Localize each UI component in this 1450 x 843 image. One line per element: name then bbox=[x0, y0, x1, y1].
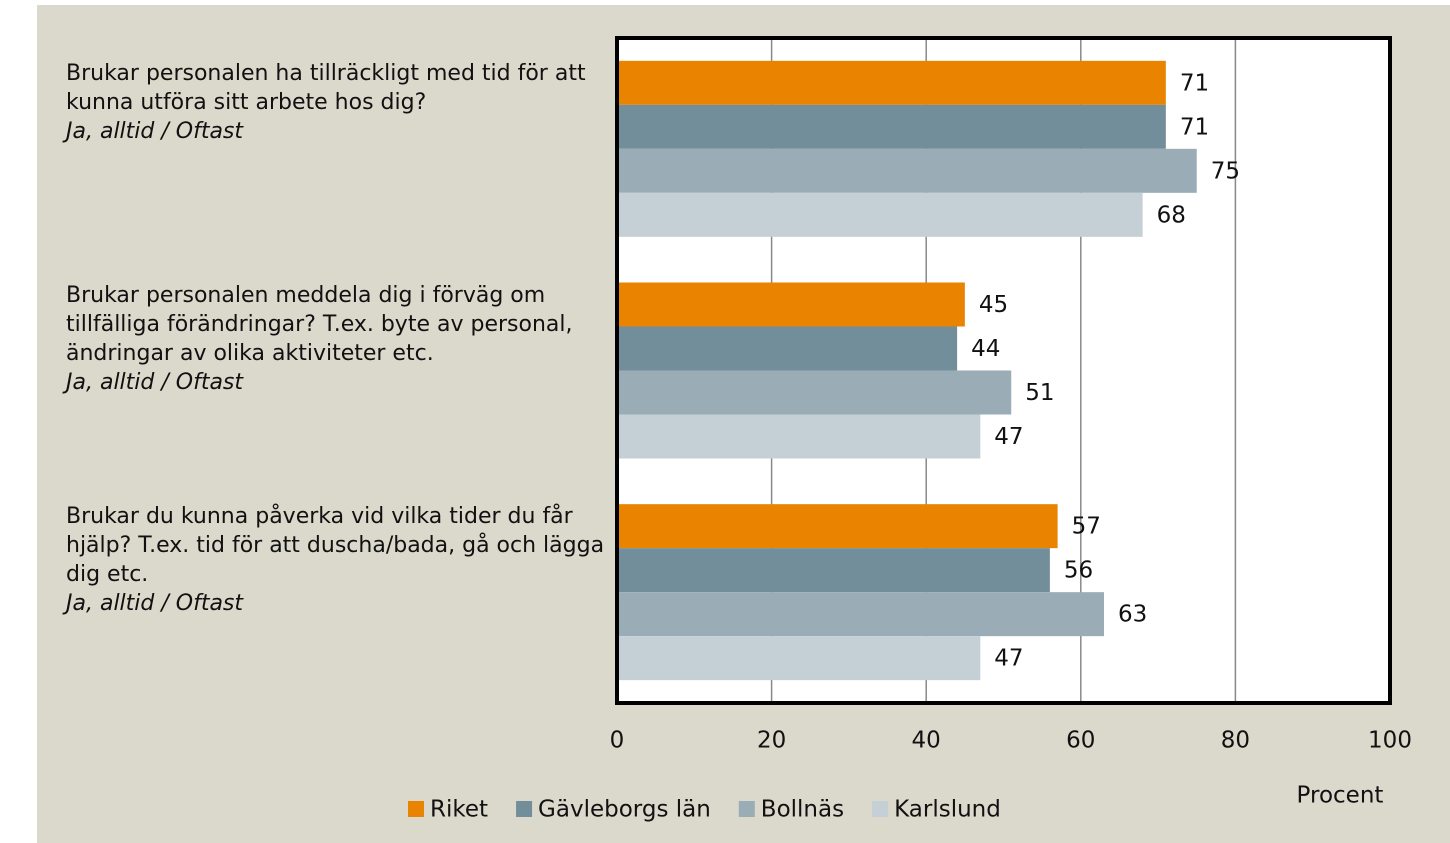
x-axis-label: Procent bbox=[1297, 783, 1384, 809]
bar bbox=[617, 370, 1012, 415]
value-label: 47 bbox=[994, 424, 1023, 450]
value-label: 47 bbox=[994, 646, 1023, 672]
x-tick-label: 100 bbox=[1368, 728, 1412, 754]
plot-frame bbox=[615, 36, 1392, 705]
legend-label: Riket bbox=[430, 797, 488, 823]
bar bbox=[617, 104, 1166, 149]
category-answer: Ja, alltid / Oftast bbox=[66, 369, 244, 395]
bar bbox=[617, 326, 958, 371]
value-label: 44 bbox=[971, 336, 1000, 362]
category-label: Brukar personalen ha tillräckligt med ti… bbox=[66, 59, 606, 146]
bar bbox=[617, 60, 1166, 105]
category-question: Brukar personalen ha tillräckligt med ti… bbox=[66, 60, 586, 115]
bar bbox=[617, 548, 1050, 593]
legend-label: Gävleborgs län bbox=[538, 797, 711, 823]
category-answer: Ja, alltid / Oftast bbox=[66, 591, 244, 617]
value-label: 45 bbox=[979, 292, 1008, 318]
bar bbox=[617, 282, 965, 327]
legend-swatch bbox=[872, 801, 889, 817]
value-label: 63 bbox=[1118, 602, 1147, 628]
value-label: 51 bbox=[1025, 380, 1054, 406]
legend-swatch bbox=[738, 801, 755, 817]
x-tick-label: 0 bbox=[610, 728, 625, 754]
category-label: Brukar personalen meddela dig i förväg o… bbox=[66, 281, 606, 397]
x-tick-label: 20 bbox=[757, 728, 786, 754]
bar bbox=[617, 192, 1143, 237]
value-label: 56 bbox=[1064, 558, 1093, 584]
bar bbox=[617, 414, 981, 459]
x-tick-label: 60 bbox=[1066, 728, 1095, 754]
value-label: 75 bbox=[1211, 158, 1240, 184]
x-tick-label: 40 bbox=[912, 728, 941, 754]
bar bbox=[617, 504, 1058, 549]
bar bbox=[617, 592, 1104, 637]
legend-label: Karlslund bbox=[894, 797, 1001, 823]
value-label: 71 bbox=[1180, 70, 1209, 96]
legend-swatch bbox=[516, 801, 533, 817]
value-label: 57 bbox=[1072, 514, 1101, 540]
category-label: Brukar du kunna påverka vid vilka tider … bbox=[66, 502, 606, 618]
bar bbox=[617, 636, 981, 681]
bar bbox=[617, 148, 1197, 193]
value-label: 68 bbox=[1157, 202, 1186, 228]
category-question: Brukar du kunna påverka vid vilka tider … bbox=[66, 504, 605, 588]
category-question: Brukar personalen meddela dig i förväg o… bbox=[66, 282, 573, 366]
category-answer: Ja, alltid / Oftast bbox=[66, 118, 244, 144]
value-label: 71 bbox=[1180, 114, 1209, 140]
legend-swatch bbox=[408, 801, 424, 817]
legend-label: Bollnäs bbox=[761, 797, 844, 823]
x-tick-label: 80 bbox=[1221, 728, 1250, 754]
